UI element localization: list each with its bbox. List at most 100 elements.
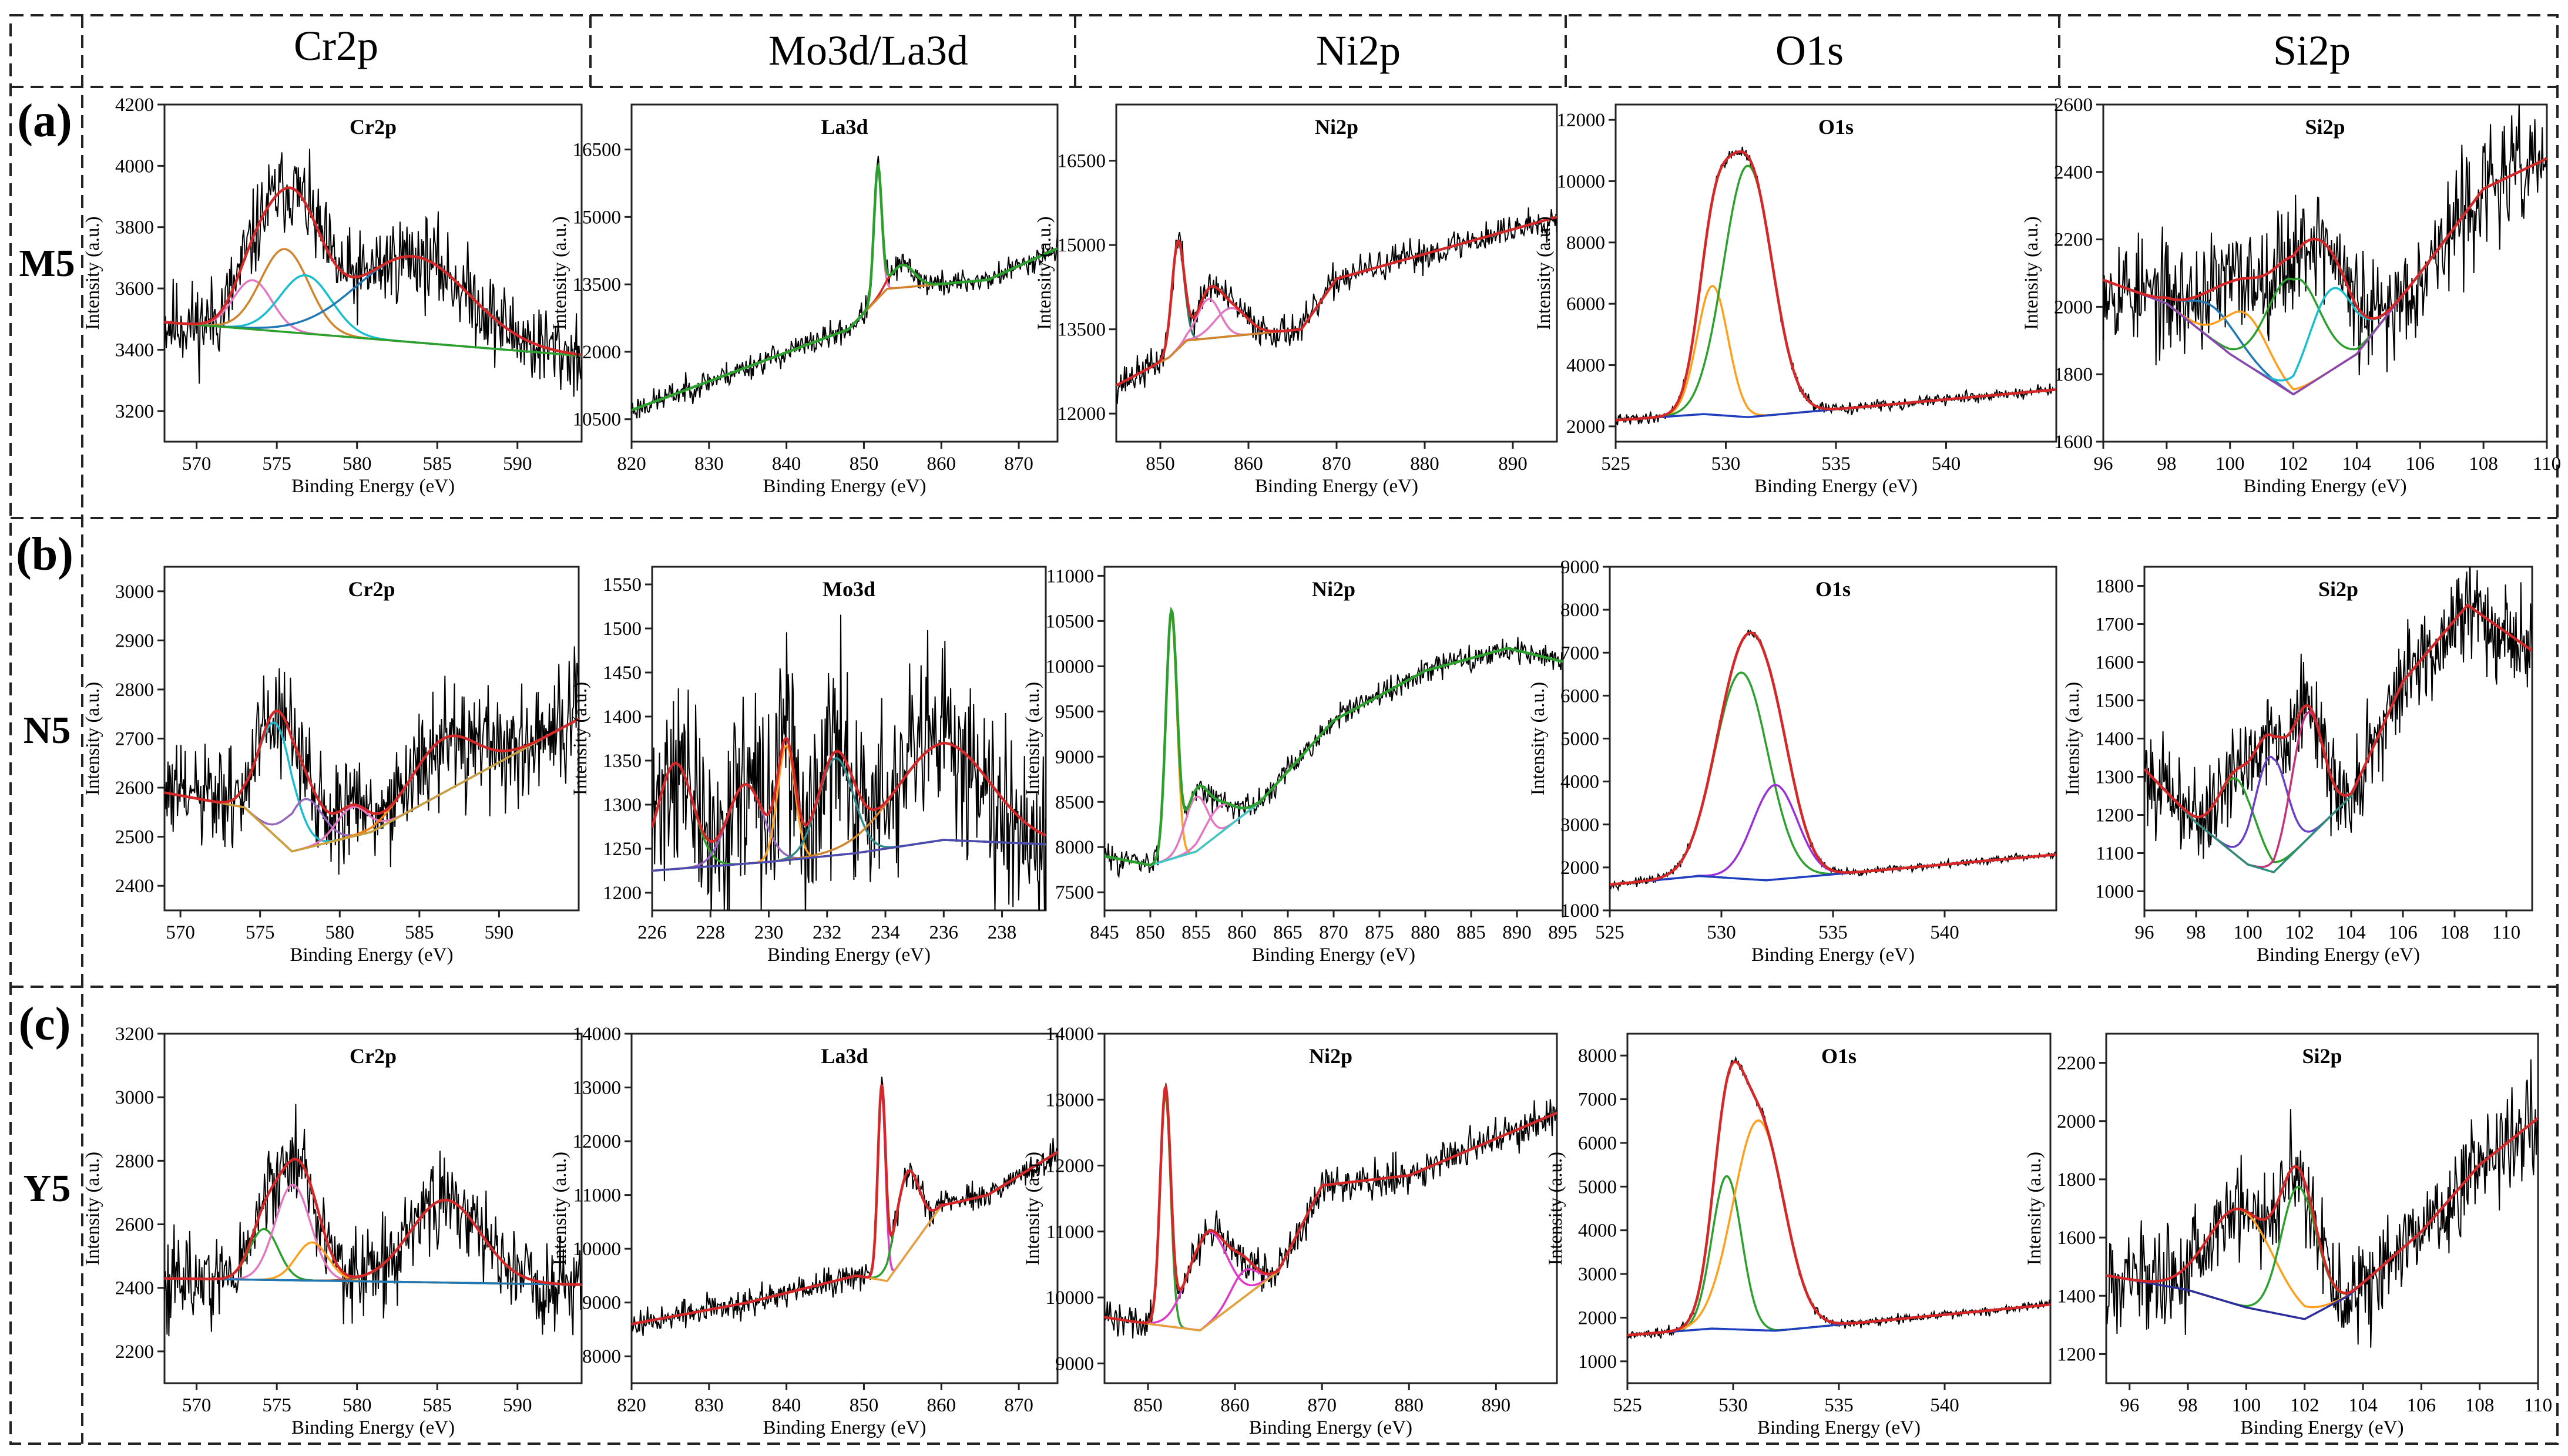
y-axis-label: Intensity (a.u.) xyxy=(1022,1152,1043,1265)
y-tick-label: 2600 xyxy=(115,1215,154,1236)
y-tick-label: 3000 xyxy=(1578,1264,1617,1285)
y-tick-label: 6000 xyxy=(1566,294,1605,315)
x-tick-label: 106 xyxy=(2406,453,2435,475)
x-tick-label: 860 xyxy=(927,1395,956,1416)
series-background xyxy=(165,1277,582,1286)
y-tick-label: 8000 xyxy=(1566,233,1605,254)
y-tick-label: 1300 xyxy=(2095,767,2134,788)
column-header-mo3d-la3d: Mo3d/La3d xyxy=(768,27,968,74)
plot-area xyxy=(165,149,582,397)
x-tick-label: 106 xyxy=(2407,1395,2436,1416)
panel-title: O1s xyxy=(1821,1044,1857,1068)
y-tick-label: 1600 xyxy=(2057,1228,2096,1249)
x-tick-label: 102 xyxy=(2279,453,2308,475)
plot-frame xyxy=(2143,566,2533,912)
series-envelope xyxy=(1105,1082,1557,1324)
panel-b-ni2p: 845 850 855 860 865 870 875 880 885 890 895 7500 800… xyxy=(1022,566,1577,966)
x-tick-label: 580 xyxy=(343,1395,372,1416)
y-tick-label: 3400 xyxy=(115,339,154,361)
row-name-y5: Y5 xyxy=(24,1167,71,1210)
x-tick-label: 530 xyxy=(1718,1395,1748,1416)
column-header-si2p: Si2p xyxy=(2273,27,2351,74)
series-envelope xyxy=(1116,216,1557,387)
y-tick-label: 2000 xyxy=(1578,1307,1617,1329)
y-axis-label: Intensity (a.u.) xyxy=(82,682,103,795)
x-tick-label: 108 xyxy=(2440,922,2469,943)
x-tick-label: 890 xyxy=(1498,453,1528,475)
x-tick-label: 228 xyxy=(696,922,726,943)
outer-border xyxy=(9,14,2559,1445)
panel-c-o1s: 525 530 535 540 1000 2000 3000 4000 5000 6000 7000… xyxy=(1545,1033,2052,1438)
y-axis-label: Intensity (a.u.) xyxy=(570,682,591,795)
x-axis-label: Binding Energy (eV) xyxy=(291,1417,455,1438)
y-tick-label: 1200 xyxy=(603,883,642,904)
y-tick-label: 2500 xyxy=(115,827,154,848)
series-envelope xyxy=(2144,603,2532,819)
x-tick-label: 236 xyxy=(929,922,959,943)
y-tick-label: 3800 xyxy=(115,217,154,238)
y-tick-label: 2200 xyxy=(2057,1053,2096,1074)
y-tick-label: 11000 xyxy=(573,1185,621,1206)
y-tick-label: 1000 xyxy=(2095,882,2134,903)
column-header-ni2p: Ni2p xyxy=(1316,27,1401,74)
y-tick-label: 10000 xyxy=(1046,656,1095,677)
y-tick-label: 13500 xyxy=(1058,320,1106,341)
series-background xyxy=(165,718,579,853)
plot-frame xyxy=(630,1033,1059,1384)
y-tick-label: 7000 xyxy=(1578,1090,1617,1111)
x-axis-label: Binding Energy (eV) xyxy=(763,476,926,497)
raw-spectrum xyxy=(165,1104,582,1337)
y-tick-label: 13000 xyxy=(573,1078,622,1099)
y-axis-label: Intensity (a.u.) xyxy=(82,216,103,329)
plot-area xyxy=(1105,1082,1557,1339)
x-tick-label: 870 xyxy=(1307,1395,1337,1416)
plot-frame xyxy=(630,103,1059,443)
x-tick-label: 540 xyxy=(1932,453,1961,475)
panel-title: Cr2p xyxy=(350,115,397,139)
series-envelope xyxy=(632,162,1058,412)
x-tick-label: 98 xyxy=(2178,1395,2198,1416)
y-tick-label: 10500 xyxy=(573,409,622,431)
x-tick-label: 840 xyxy=(772,453,801,475)
x-tick-label: 880 xyxy=(1395,1395,1424,1416)
x-tick-label: 110 xyxy=(2533,453,2561,475)
y-tick-label: 2900 xyxy=(115,630,154,651)
x-tick-label: 100 xyxy=(2232,1395,2261,1416)
y-tick-label: 2200 xyxy=(2054,230,2093,251)
panel-title: La3d xyxy=(821,115,868,139)
x-tick-label: 575 xyxy=(262,1395,291,1416)
panel-title: Mo3d xyxy=(823,577,875,601)
x-tick-label: 100 xyxy=(2233,922,2262,943)
y-tick-label: 2200 xyxy=(115,1341,154,1363)
series-envelope xyxy=(2103,157,2547,320)
x-tick-label: 102 xyxy=(2285,922,2314,943)
x-tick-label: 875 xyxy=(1365,922,1394,943)
x-tick-label: 110 xyxy=(2524,1395,2552,1416)
x-tick-label: 96 xyxy=(2135,922,2154,943)
y-tick-label: 3000 xyxy=(115,1087,154,1108)
x-tick-label: 870 xyxy=(1004,1395,1033,1416)
y-tick-label: 4200 xyxy=(115,95,154,116)
series-envelope xyxy=(2106,1117,2538,1295)
y-tick-label: 2000 xyxy=(1566,416,1605,438)
series-envelope xyxy=(165,186,582,357)
y-tick-label: 13500 xyxy=(573,274,622,295)
x-tick-label: 535 xyxy=(1821,453,1851,475)
x-tick-label: 850 xyxy=(1133,1395,1163,1416)
y-tick-label: 11000 xyxy=(1046,1222,1094,1243)
series-envelope xyxy=(1610,631,2056,886)
x-tick-label: 880 xyxy=(1410,453,1439,475)
column-headers: Cr2p Mo3d/La3d Ni2p O1s Si2p xyxy=(294,22,2351,74)
y-tick-label: 14000 xyxy=(573,1024,622,1045)
y-tick-label: 1600 xyxy=(2095,653,2134,674)
x-tick-label: 575 xyxy=(262,453,291,475)
x-axis-label: Binding Energy (eV) xyxy=(2257,944,2420,966)
y-tick-label: 4000 xyxy=(1560,772,1599,793)
y-tick-label: 10000 xyxy=(1557,171,1606,192)
x-tick-label: 860 xyxy=(1220,1395,1250,1416)
y-tick-label: 5000 xyxy=(1560,729,1599,750)
x-tick-label: 234 xyxy=(871,922,900,943)
series-envelope xyxy=(165,1158,582,1286)
panel-title: O1s xyxy=(1815,577,1851,601)
plot-area xyxy=(165,646,579,875)
